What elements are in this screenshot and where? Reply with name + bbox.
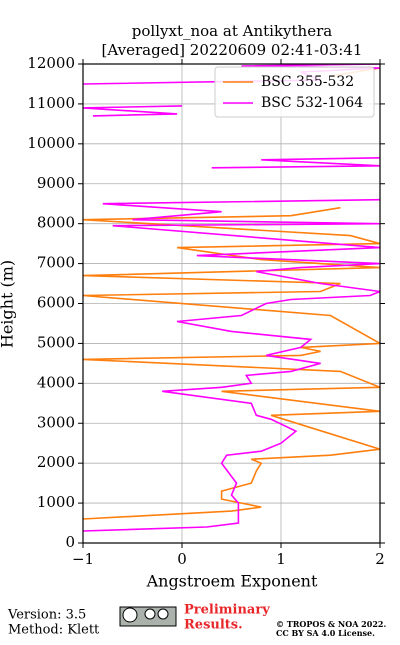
x-tick-label: 1 [276,550,286,568]
x-tick-label: 2 [375,550,385,568]
profile-line [83,67,380,520]
chart-title: pollyxt_noa at Antikythera [132,22,332,40]
x-tick-label: −1 [72,550,94,568]
method: Method: Klett [8,623,100,638]
legend-label: BSC 355-532 [261,74,354,90]
plot-frame [82,63,381,544]
y-tick-label: 12000 [27,54,75,72]
y-tick-label: 3000 [37,413,75,431]
copyright: © TROPOS & NOA 2022. [276,619,386,629]
y-tick-label: 0 [65,533,75,551]
y-tick-label: 9000 [37,174,75,192]
x-axis-label: Angstroem Exponent [146,572,318,591]
profile-line [83,64,380,532]
legend-box [214,66,375,118]
x-tick-label: 0 [177,550,187,568]
cc-logo [119,606,177,627]
y-tick-label: 11000 [27,94,75,112]
preliminary-note: Results. [184,618,243,633]
y-tick-label: 5000 [37,333,75,351]
y-tick-label: 7000 [37,254,75,272]
y-tick-label: 4000 [37,373,75,391]
chart-subtitle: [Averaged] 20220609 02:41-03:41 [102,41,363,59]
preliminary-note: Preliminary [184,603,270,618]
y-axis-label: Height (m) [0,260,17,348]
y-tick-label: 1000 [37,493,75,511]
y-tick-label: 10000 [27,134,75,152]
y-tick-label: 6000 [37,294,75,312]
legend-label: BSC 532-1064 [261,95,363,111]
y-tick-label: 2000 [37,453,75,471]
y-tick-label: 8000 [37,214,75,232]
copyright: CC BY SA 4.0 License. [276,628,375,638]
version: Version: 3.5 [7,608,86,623]
